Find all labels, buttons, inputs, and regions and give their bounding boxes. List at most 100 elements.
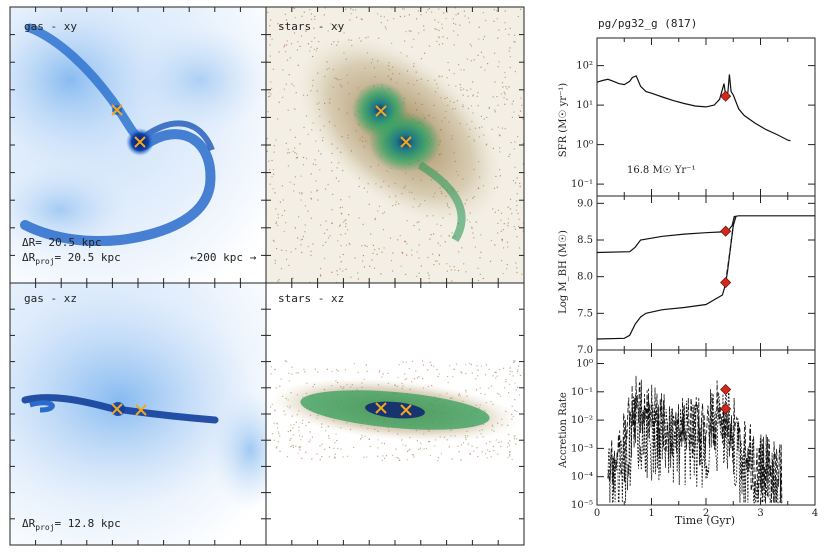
star-particle	[509, 66, 511, 69]
star-particle	[415, 18, 418, 20]
star-particle	[497, 222, 499, 224]
star-particle	[492, 208, 494, 210]
star-particle	[277, 23, 279, 25]
star-particle	[354, 257, 356, 259]
star-particle	[450, 269, 452, 271]
star-particle	[286, 59, 289, 61]
chart-title: pg/pg32_g (817)	[598, 17, 697, 30]
star-particle	[293, 190, 295, 192]
star-particle	[322, 244, 324, 246]
star-particle	[299, 45, 301, 47]
star-particle	[380, 273, 382, 275]
star-particle	[294, 152, 296, 154]
star-particle	[300, 35, 303, 37]
star-particle	[436, 369, 438, 371]
star-particle	[509, 454, 511, 456]
star-particle	[405, 31, 407, 33]
star-particle	[493, 20, 495, 22]
star-particle	[373, 267, 376, 269]
star-particle	[430, 234, 432, 236]
star-particle	[411, 46, 413, 48]
star-particle	[295, 92, 297, 94]
star-particle	[340, 234, 342, 236]
star-particle	[461, 444, 463, 446]
star-particle	[509, 440, 511, 442]
star-particle	[438, 254, 440, 256]
star-particle	[460, 89, 462, 91]
star-particle	[485, 442, 487, 444]
star-particle	[335, 369, 338, 371]
star-particle	[285, 142, 287, 144]
star-particle	[348, 242, 350, 244]
y-tick-label: 8.5	[577, 235, 593, 246]
gas-xy-cloud	[130, 25, 266, 135]
star-particle	[279, 385, 281, 387]
star-particle	[271, 87, 273, 89]
panel-label-gas-xy: gas - xy	[24, 20, 77, 33]
star-particle	[337, 274, 339, 276]
star-particle	[492, 96, 494, 98]
star-particle	[331, 371, 333, 373]
delta-rproj-xz-label: ΔRproj= 12.8 kpc	[22, 517, 121, 532]
star-particle	[298, 216, 300, 218]
gas-xz-cloud	[10, 295, 260, 505]
star-particle	[349, 19, 351, 21]
star-particle	[368, 203, 370, 205]
star-particle	[266, 150, 268, 152]
star-particle	[288, 151, 291, 154]
star-particle	[412, 360, 414, 362]
star-particle	[310, 250, 312, 252]
star-particle	[285, 361, 288, 363]
star-particle	[498, 441, 500, 443]
star-particle	[407, 450, 409, 452]
star-particle	[482, 12, 484, 14]
star-particle	[503, 223, 505, 225]
star-particle	[506, 241, 509, 243]
star-particle	[522, 163, 524, 165]
star-particle	[393, 18, 395, 20]
star-particle	[272, 239, 274, 241]
star-particle	[479, 257, 481, 259]
star-particle	[301, 15, 303, 17]
star-particle	[314, 18, 316, 20]
star-particle	[520, 8, 522, 10]
star-particle	[277, 118, 279, 120]
star-particle	[320, 267, 322, 270]
star-particle	[504, 76, 506, 78]
star-particle	[383, 211, 386, 213]
stars-xy-markers	[375, 105, 412, 148]
star-particle	[492, 375, 494, 377]
star-particle	[275, 223, 277, 225]
star-particle	[454, 269, 456, 271]
bh-mass-dashed	[725, 216, 735, 283]
star-particle	[476, 447, 478, 449]
star-particle	[307, 245, 309, 248]
star-particle	[509, 373, 511, 375]
star-particle	[291, 366, 293, 368]
star-particle	[516, 200, 518, 202]
star-particle	[508, 392, 510, 394]
star-particle	[461, 247, 463, 249]
y-tick-label: 9.0	[577, 198, 593, 209]
star-particle	[293, 424, 295, 426]
star-particle	[284, 210, 286, 212]
star-particle	[402, 444, 404, 446]
star-particle	[507, 222, 509, 224]
star-particle	[342, 456, 344, 458]
star-particle	[484, 69, 486, 71]
star-particle	[465, 364, 467, 366]
star-particle	[477, 369, 479, 371]
star-particle	[436, 223, 438, 225]
star-particle	[278, 433, 280, 435]
star-particle	[381, 251, 383, 253]
star-particle	[517, 136, 519, 138]
star-particle	[508, 86, 510, 88]
star-particle	[425, 447, 428, 450]
y-tick-label: 7.5	[577, 308, 593, 319]
star-particle	[378, 371, 380, 373]
bh-mass-marker	[720, 225, 732, 237]
star-particle	[297, 237, 299, 239]
star-particle	[499, 369, 501, 371]
star-particle	[517, 369, 519, 371]
star-particle	[457, 12, 459, 14]
